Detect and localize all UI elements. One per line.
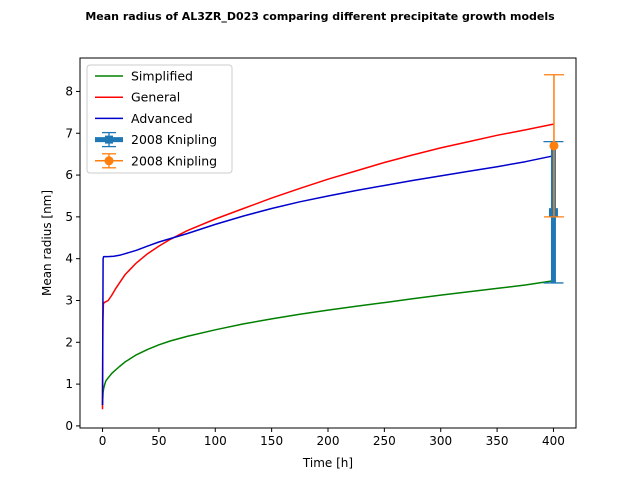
y-tick-label: 8 — [65, 84, 73, 98]
y-tick-label: 5 — [65, 210, 73, 224]
legend-label: Advanced — [131, 111, 193, 126]
legend-label: Simplified — [131, 69, 193, 84]
legend-marker-circle — [104, 156, 114, 166]
y-tick-label: 0 — [65, 419, 73, 433]
x-tick-label: 150 — [260, 434, 283, 448]
y-tick-label: 6 — [65, 168, 73, 182]
y-tick-label: 2 — [65, 335, 73, 349]
legend-label: 2008 Knipling — [131, 132, 217, 147]
legend-label: 2008 Knipling — [131, 153, 217, 168]
y-axis-ticks: 0 1 2 3 4 5 6 7 8 — [65, 84, 80, 433]
x-tick-label: 200 — [317, 434, 340, 448]
series-line-advanced — [101, 155, 554, 406]
y-tick-label: 4 — [65, 252, 73, 266]
x-tick-label: 350 — [486, 434, 509, 448]
y-tick-label: 3 — [65, 293, 73, 307]
y-tick-label: 1 — [65, 377, 73, 391]
legend-marker-square — [105, 135, 113, 144]
y-axis-label: Mean radius [nm] — [40, 190, 54, 296]
series-line-simplified — [101, 280, 554, 406]
x-tick-label: 50 — [151, 434, 166, 448]
legend: Simplified General Advanced 2008 Knipling 20… — [86, 64, 233, 174]
x-tick-label: 300 — [429, 434, 452, 448]
x-tick-label: 100 — [204, 434, 227, 448]
x-tick-label: 250 — [373, 434, 396, 448]
chart-title: Mean radius of AL3ZR_D023 comparing diff… — [85, 10, 555, 23]
legend-box — [86, 64, 233, 174]
errorbar-layer — [543, 74, 564, 284]
x-axis-label: Time [h] — [302, 456, 353, 470]
x-tick-label: 400 — [542, 434, 565, 448]
y-tick-label: 7 — [65, 126, 73, 140]
x-axis-ticks: 0 50 100 150 200 250 300 350 400 — [99, 428, 565, 448]
x-tick-label: 0 — [99, 434, 107, 448]
series-layer — [101, 123, 554, 410]
data-point-circle — [549, 141, 559, 151]
series-line-general — [101, 123, 554, 410]
legend-label: General — [131, 90, 180, 105]
